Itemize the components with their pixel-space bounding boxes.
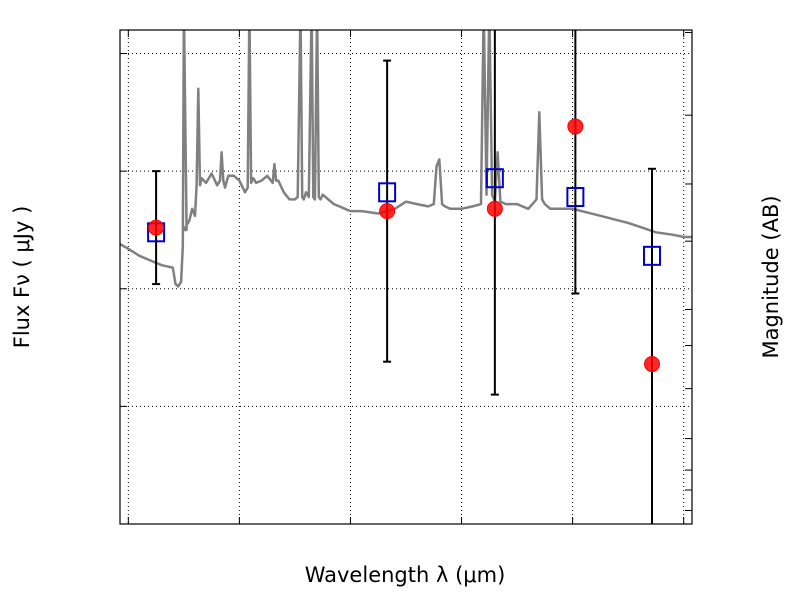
model-photometry-point xyxy=(378,182,397,203)
sed-model-line xyxy=(120,30,692,288)
model-photometry-point xyxy=(643,245,662,266)
observed-photometry-point xyxy=(567,118,584,135)
observed-photometry-point xyxy=(379,203,396,220)
model-photometry-point xyxy=(485,168,504,189)
observed-photometry-point xyxy=(644,356,661,373)
y-axis-label: Flux Fν ( μJy ) xyxy=(10,206,34,349)
y-axis-right-label: Magnitude (AB) xyxy=(759,195,783,358)
observed-photometry-point xyxy=(148,219,165,236)
series-layer xyxy=(120,30,692,524)
grid-layer xyxy=(120,30,692,525)
plot-frame xyxy=(119,29,693,525)
x-axis-label: Wavelength λ (μm) xyxy=(305,563,506,587)
tick-layer xyxy=(120,30,692,525)
model-photometry-point xyxy=(566,187,585,208)
observed-photometry-point xyxy=(486,200,503,217)
